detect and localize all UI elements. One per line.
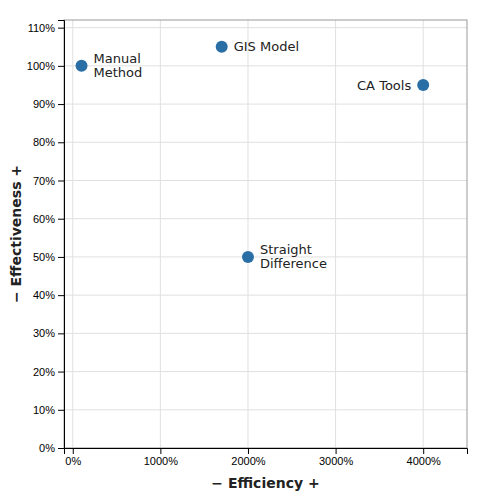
y-grid-line [64,333,467,334]
y-tick-label: 50% [33,251,55,263]
y-grid-line [64,218,467,219]
y-tick-label: 0% [39,442,55,454]
x-tick-mark [248,448,249,454]
y-tick-label: 100% [27,60,55,72]
y-grid-line [64,295,467,296]
y-tick-mark [58,66,64,67]
x-tick-mark [423,448,424,454]
y-tick: 90% [33,98,64,110]
plot-frame [64,20,467,448]
y-tick: 10% [33,404,64,416]
y-tick: 110% [28,22,64,34]
x-axis: 0% 1000% 2000% 3000% 4000% [65,448,468,467]
y-grid-line [64,371,467,372]
x-tick-label: 0% [65,455,81,467]
point [242,251,254,263]
x-axis-title: − Efficiency + [211,475,319,491]
y-tick-label: 80% [33,136,55,148]
x-tick: 1000% [144,448,178,467]
y-tick-mark [58,372,64,373]
y-grid-line [64,27,467,28]
point [417,79,429,91]
points [76,41,430,263]
point-label: GIS Model [234,39,299,54]
y-tick-label: 40% [33,289,55,301]
y-tick: 40% [33,289,64,301]
y-tick-mark [58,448,64,449]
y-grid-line [64,180,467,181]
point-label: ManualMethod [94,51,143,80]
point [216,41,228,53]
y-tick: 100% [27,60,64,72]
point-label: CA Tools [357,78,411,93]
point-label-line: Manual [94,51,141,66]
y-grid-line [64,104,467,105]
x-tick: 2000% [231,448,265,467]
x-tick-label: 1000% [144,455,178,467]
y-tick: 30% [33,327,64,339]
y-tick: 50% [33,251,64,263]
y-tick: 0% [39,442,64,454]
y-tick-label: 30% [33,327,55,339]
y-tick-label: 10% [33,404,55,416]
x-tick-mark [336,448,337,454]
y-tick: 60% [33,213,64,225]
y-axis: 0% 10% 20% 30% 40% 50% 60% 70% 80% 90% 100% 110% [27,21,65,455]
y-tick-label: 110% [28,22,56,34]
point-labels: ManualMethod GIS Model CA Tools StraightDif… [94,39,412,271]
x-grid-line [335,20,336,448]
y-tick-mark [58,410,64,411]
y-tick-mark [58,295,64,296]
y-tick-mark [58,28,64,29]
point-label-line: Straight [260,242,312,257]
y-tick-label: 70% [33,175,55,187]
y-grid-line [64,142,467,143]
y-tick-mark [58,219,64,220]
x-grid-line [160,20,161,448]
y-grid-line [64,409,467,410]
y-tick-mark [58,142,64,143]
point-label-line: Difference [260,256,327,271]
x-tick-mark [160,448,161,454]
point-label-line: GIS Model [234,39,299,54]
point-label-line: Method [94,65,143,80]
y-tick-mark [58,257,64,258]
y-tick-label: 90% [33,98,55,110]
x-tick-label: 3000% [319,455,353,467]
chart: 0% 1000% 2000% 3000% 4000% 0% 10% 20% 30% 40% 50% 6… [0,0,491,500]
x-tick: 0% [65,448,81,467]
x-axis-line [65,449,468,455]
x-tick: 3000% [319,448,353,467]
plot: 0% 1000% 2000% 3000% 4000% 0% 10% 20% 30% 40% 50% 6… [27,20,468,467]
y-tick-label: 60% [33,213,55,225]
x-tick-mark [73,448,74,454]
y-axis-line [58,21,65,449]
y-axis-title: − Effectiveness + [8,165,24,303]
x-tick-label: 4000% [407,455,441,467]
y-tick: 70% [33,175,64,187]
y-tick-mark [58,333,64,334]
x-tick: 4000% [407,448,441,467]
y-tick: 20% [33,366,64,378]
x-tick-label: 2000% [231,455,265,467]
point-label: StraightDifference [260,242,327,271]
y-tick: 80% [33,136,64,148]
x-grid-line [72,20,73,448]
grid [64,20,467,448]
x-grid-line [247,20,248,448]
y-tick-label: 20% [33,366,55,378]
y-tick-mark [58,104,64,105]
point-label-line: CA Tools [357,78,411,93]
point [76,60,88,72]
y-tick-mark [58,181,64,182]
